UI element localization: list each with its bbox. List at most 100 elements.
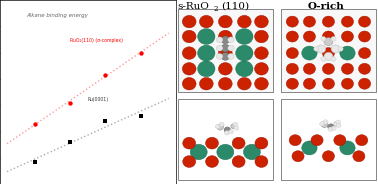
Circle shape [233, 122, 238, 127]
Circle shape [182, 77, 196, 90]
Circle shape [228, 54, 234, 59]
Circle shape [289, 135, 301, 146]
Circle shape [215, 124, 220, 129]
Circle shape [218, 47, 232, 59]
Circle shape [341, 31, 353, 42]
Circle shape [182, 47, 196, 59]
Bar [178, 99, 273, 180]
Circle shape [286, 16, 298, 27]
Circle shape [221, 44, 229, 52]
Point [138, 114, 144, 117]
Bar [178, 9, 273, 92]
Circle shape [302, 141, 317, 155]
Circle shape [304, 16, 316, 27]
Circle shape [198, 29, 215, 44]
Circle shape [254, 15, 268, 28]
Point [32, 122, 38, 125]
Circle shape [321, 57, 326, 61]
Circle shape [321, 36, 326, 41]
Point [32, 160, 38, 163]
Circle shape [338, 47, 343, 51]
Circle shape [190, 144, 207, 160]
Circle shape [221, 36, 229, 44]
Circle shape [286, 31, 298, 42]
Circle shape [217, 45, 223, 51]
Circle shape [237, 15, 251, 28]
Circle shape [218, 15, 232, 28]
Circle shape [221, 53, 229, 60]
Circle shape [322, 16, 335, 27]
Circle shape [323, 120, 328, 124]
Circle shape [331, 36, 336, 41]
Circle shape [340, 46, 355, 60]
Text: (110): (110) [221, 2, 249, 11]
Circle shape [237, 77, 251, 90]
Circle shape [198, 61, 215, 77]
Circle shape [254, 63, 268, 75]
Circle shape [302, 46, 317, 60]
Point [138, 51, 144, 54]
Circle shape [322, 31, 335, 42]
Point [102, 119, 108, 122]
Circle shape [358, 16, 371, 27]
Text: 2: 2 [213, 5, 218, 13]
Circle shape [200, 77, 213, 90]
Circle shape [206, 137, 218, 149]
Circle shape [358, 47, 371, 59]
Circle shape [336, 120, 341, 124]
Circle shape [254, 77, 268, 90]
Circle shape [225, 131, 229, 135]
Circle shape [324, 52, 333, 60]
Circle shape [286, 63, 298, 74]
Circle shape [317, 45, 326, 53]
Circle shape [321, 122, 328, 128]
Circle shape [333, 121, 339, 126]
Circle shape [322, 151, 335, 162]
Circle shape [228, 37, 234, 43]
Circle shape [235, 29, 253, 44]
Circle shape [182, 30, 196, 43]
Circle shape [232, 137, 245, 149]
Circle shape [255, 137, 268, 149]
Point [67, 101, 73, 104]
Point [67, 140, 73, 143]
Circle shape [231, 124, 236, 129]
Circle shape [358, 31, 371, 42]
Circle shape [182, 63, 196, 75]
Circle shape [232, 156, 245, 167]
Circle shape [234, 126, 239, 130]
Circle shape [331, 45, 340, 53]
Circle shape [356, 135, 368, 146]
Circle shape [254, 47, 268, 59]
Text: s-RuO: s-RuO [178, 2, 210, 11]
Circle shape [319, 122, 324, 126]
Point [102, 73, 108, 76]
Circle shape [322, 78, 335, 89]
Circle shape [229, 130, 233, 134]
Circle shape [183, 156, 196, 167]
Circle shape [206, 156, 218, 167]
Circle shape [200, 15, 213, 28]
Circle shape [328, 127, 333, 131]
Circle shape [183, 137, 196, 149]
Circle shape [341, 78, 353, 89]
Circle shape [286, 78, 298, 89]
Circle shape [217, 37, 223, 43]
Circle shape [219, 122, 224, 127]
Circle shape [324, 38, 333, 46]
Circle shape [341, 63, 353, 74]
Text: O-rich: O-rich [307, 2, 344, 11]
Circle shape [341, 16, 353, 27]
Circle shape [311, 135, 323, 146]
Circle shape [322, 63, 335, 74]
Circle shape [353, 151, 365, 162]
Circle shape [217, 124, 223, 130]
Circle shape [218, 77, 232, 90]
Circle shape [358, 63, 371, 74]
Circle shape [336, 123, 341, 128]
Circle shape [304, 78, 316, 89]
Circle shape [292, 151, 304, 162]
Circle shape [217, 54, 223, 59]
Text: Ru(0001): Ru(0001) [88, 97, 109, 102]
Circle shape [218, 30, 232, 43]
